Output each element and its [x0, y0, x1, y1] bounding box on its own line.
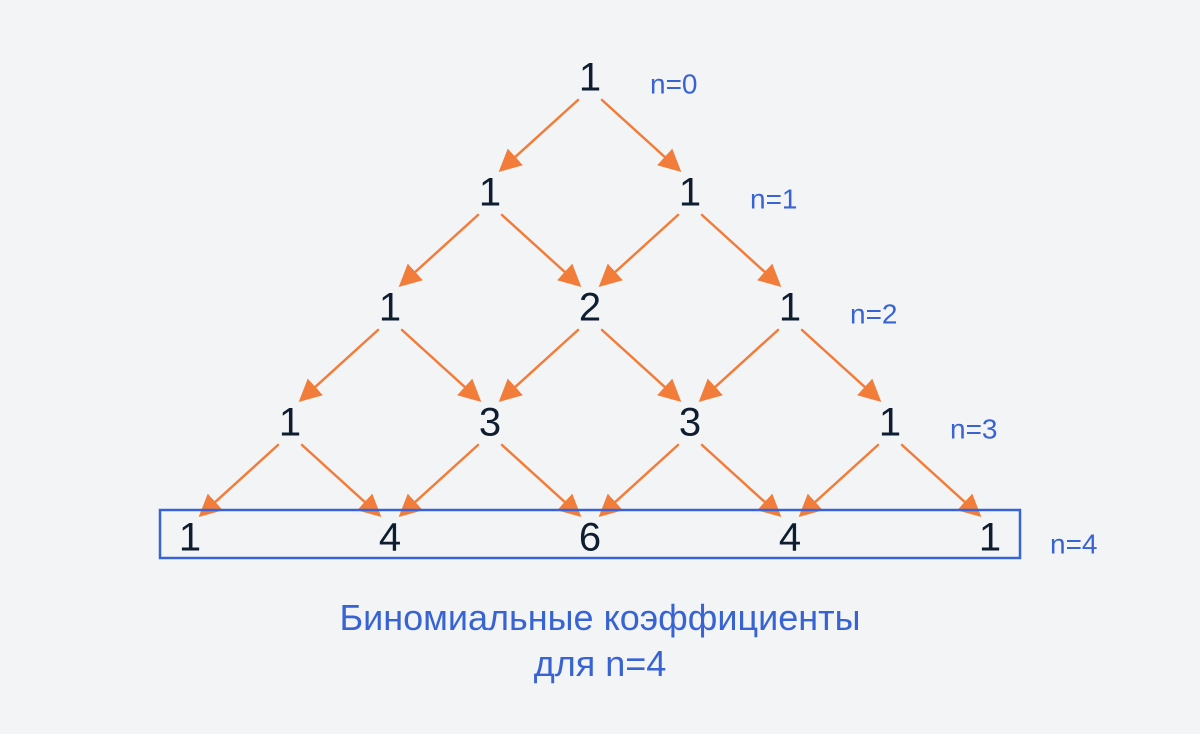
- triangle-value: 6: [579, 516, 601, 560]
- triangle-value: 1: [179, 516, 201, 560]
- row-label: n=0: [650, 68, 698, 99]
- triangle-value: 3: [479, 401, 501, 445]
- triangle-value: 1: [279, 401, 301, 445]
- row-label: n=2: [850, 298, 898, 329]
- triangle-value: 1: [879, 401, 901, 445]
- triangle-value: 1: [479, 171, 501, 215]
- caption-line-1: Биномиальные коэффициенты: [340, 597, 861, 638]
- triangle-value: 1: [979, 516, 1001, 560]
- triangle-value: 1: [779, 286, 801, 330]
- pascal-triangle-diagram: 1 1 1 1 2 1 1 3 3 1 1 4 6 4 1 n=0 n=1 n=2 n=3 n=4 Биномиальн…: [0, 0, 1200, 734]
- triangle-value: 4: [779, 516, 801, 560]
- row-label: n=4: [1050, 528, 1098, 559]
- triangle-value: 4: [379, 516, 401, 560]
- triangle-value: 3: [679, 401, 701, 445]
- triangle-value: 1: [379, 286, 401, 330]
- row-label: n=1: [750, 183, 798, 214]
- triangle-value: 1: [579, 56, 601, 100]
- row-label: n=3: [950, 413, 998, 444]
- caption-line-2: для n=4: [534, 643, 667, 684]
- triangle-value: 1: [679, 171, 701, 215]
- triangle-value: 2: [579, 286, 601, 330]
